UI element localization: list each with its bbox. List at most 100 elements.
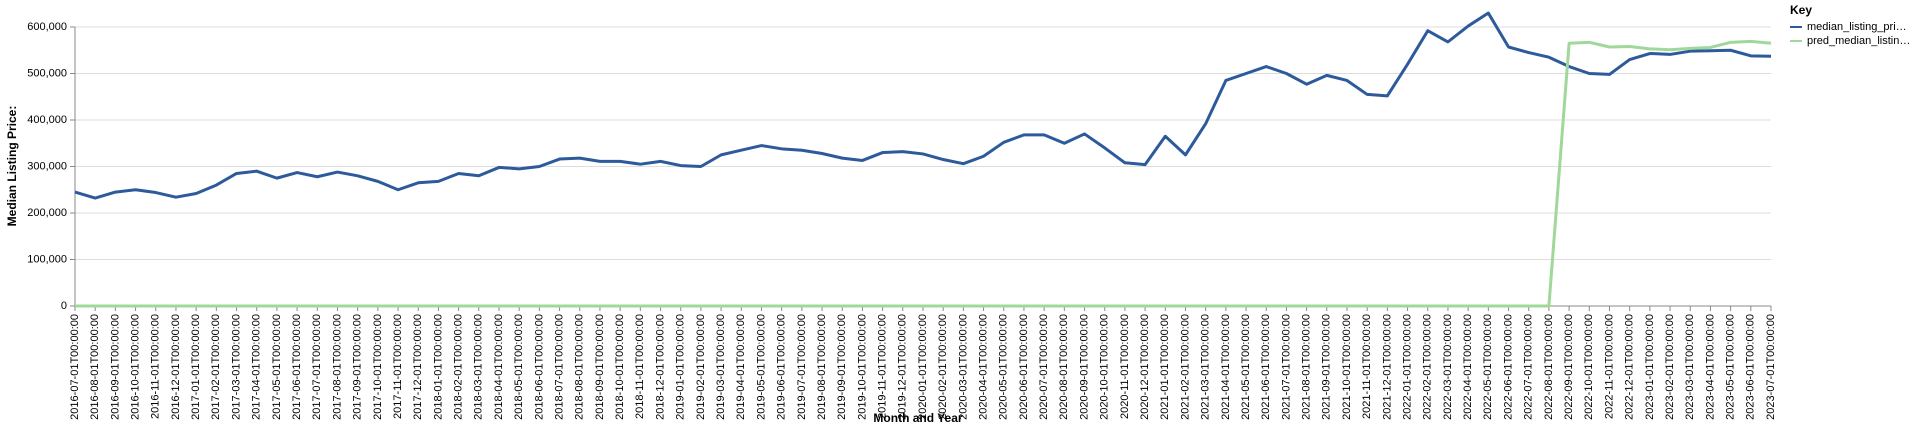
x-tick-label: 2018-12-01T00:00:00: [654, 314, 666, 420]
legend-label: median_listing_pri…: [1807, 21, 1907, 33]
x-tick-label: 2022-02-01T00:00:00: [1422, 314, 1434, 420]
x-tick-label: 2016-07-01T00:00:00: [69, 314, 81, 420]
x-tick-label: 2017-05-01T00:00:00: [271, 314, 283, 420]
x-tick-label: 2023-07-01T00:00:00: [1765, 314, 1777, 420]
x-tick-label: 2020-04-01T00:00:00: [977, 314, 989, 420]
y-tick-label: 200,000: [27, 207, 67, 219]
x-tick-label: 2020-10-01T00:00:00: [1099, 314, 1111, 420]
x-tick-label: 2022-11-01T00:00:00: [1603, 314, 1615, 419]
x-tick-label: 2023-05-01T00:00:00: [1725, 314, 1737, 420]
x-tick-label: 2021-03-01T00:00:00: [1200, 314, 1212, 420]
x-tick-label: 2021-06-01T00:00:00: [1260, 314, 1272, 420]
legend-label: pred_median_listin…: [1807, 35, 1910, 47]
y-tick-label: 400,000: [27, 114, 67, 126]
x-tick-label: 2023-01-01T00:00:00: [1644, 314, 1656, 420]
x-tick-label: 2019-03-01T00:00:00: [715, 314, 727, 420]
x-tick-label: 2022-01-01T00:00:00: [1401, 314, 1413, 420]
x-tick-label: 2020-05-01T00:00:00: [998, 314, 1010, 420]
legend-title: Key: [1790, 3, 1812, 17]
x-tick-label: 2018-06-01T00:00:00: [533, 314, 545, 420]
x-tick-label: 2016-09-01T00:00:00: [109, 314, 121, 420]
x-tick-label: 2021-09-01T00:00:00: [1321, 314, 1333, 420]
x-tick-label: 2020-02-01T00:00:00: [937, 314, 949, 420]
x-tick-label: 2019-05-01T00:00:00: [755, 314, 767, 420]
y-tick-label: 300,000: [27, 160, 67, 172]
series-line: [75, 39, 1772, 308]
x-tick-label: 2016-12-01T00:00:00: [170, 314, 182, 420]
x-tick-label: 2018-08-01T00:00:00: [574, 314, 586, 420]
x-tick-label: 2021-04-01T00:00:00: [1220, 314, 1232, 420]
series-line: [74, 11, 1772, 200]
x-tick-label: 2017-12-01T00:00:00: [412, 314, 424, 420]
x-tick-label: 2020-06-01T00:00:00: [1018, 314, 1030, 420]
y-tick-label: 500,000: [27, 67, 67, 79]
x-tick-label: 2017-03-01T00:00:00: [230, 314, 242, 420]
x-tick-label: 2018-02-01T00:00:00: [453, 314, 465, 420]
x-tick-label: 2019-11-01T00:00:00: [877, 314, 889, 419]
x-tick-label: 2019-12-01T00:00:00: [897, 314, 909, 420]
x-tick-label: 2019-04-01T00:00:00: [735, 314, 747, 420]
x-tick-label: 2016-10-01T00:00:00: [129, 314, 141, 420]
x-tick-label: 2020-09-01T00:00:00: [1078, 314, 1090, 420]
x-tick-label: 2017-04-01T00:00:00: [251, 314, 263, 420]
x-tick-label: 2023-06-01T00:00:00: [1745, 314, 1757, 420]
x-tick-label: 2018-10-01T00:00:00: [614, 314, 626, 420]
x-tick-label: 2017-06-01T00:00:00: [291, 314, 303, 420]
x-tick-label: 2018-07-01T00:00:00: [553, 314, 565, 420]
x-tick-label: 2023-04-01T00:00:00: [1704, 314, 1716, 420]
y-tick-label: 0: [61, 300, 67, 312]
x-tick-label: 2022-09-01T00:00:00: [1563, 314, 1575, 420]
y-tick-label: 100,000: [27, 253, 67, 265]
x-tick-label: 2017-09-01T00:00:00: [352, 314, 364, 420]
x-tick-label: 2018-09-01T00:00:00: [594, 314, 606, 420]
x-tick-label: 2016-11-01T00:00:00: [150, 314, 162, 419]
x-tick-label: 2017-02-01T00:00:00: [210, 314, 222, 420]
x-tick-label: 2020-03-01T00:00:00: [957, 314, 969, 420]
x-tick-label: 2019-09-01T00:00:00: [836, 314, 848, 420]
x-tick-label: 2019-01-01T00:00:00: [675, 314, 687, 420]
x-tick-label: 2016-08-01T00:00:00: [89, 314, 101, 420]
x-tick-label: 2018-11-01T00:00:00: [634, 314, 646, 419]
y-tick-label: 600,000: [27, 21, 67, 33]
y-axis-title: Median Listing Price:: [5, 106, 19, 227]
x-tick-label: 2017-07-01T00:00:00: [311, 314, 323, 420]
x-tick-label: 2022-07-01T00:00:00: [1523, 314, 1535, 420]
x-tick-label: 2021-07-01T00:00:00: [1280, 314, 1292, 420]
x-tick-label: 2019-08-01T00:00:00: [816, 314, 828, 420]
x-tick-label: 2017-11-01T00:00:00: [392, 314, 404, 419]
x-tick-label: 2021-01-01T00:00:00: [1159, 314, 1171, 420]
x-axis-title: Month and Year: [873, 411, 962, 425]
x-tick-label: 2022-06-01T00:00:00: [1502, 314, 1514, 420]
x-tick-label: 2021-02-01T00:00:00: [1179, 314, 1191, 420]
x-tick-label: 2023-02-01T00:00:00: [1664, 314, 1676, 420]
x-tick-label: 2021-05-01T00:00:00: [1240, 314, 1252, 420]
x-tick-label: 2018-03-01T00:00:00: [473, 314, 485, 420]
x-tick-label: 2019-02-01T00:00:00: [695, 314, 707, 420]
x-tick-label: 2021-08-01T00:00:00: [1301, 314, 1313, 420]
x-tick-label: 2021-11-01T00:00:00: [1361, 314, 1373, 419]
x-tick-label: 2022-08-01T00:00:00: [1543, 314, 1555, 420]
x-tick-label: 2019-10-01T00:00:00: [856, 314, 868, 420]
x-tick-label: 2017-10-01T00:00:00: [372, 314, 384, 420]
x-tick-label: 2021-12-01T00:00:00: [1381, 314, 1393, 420]
x-tick-label: 2020-11-01T00:00:00: [1119, 314, 1131, 419]
x-tick-label: 2019-06-01T00:00:00: [776, 314, 788, 420]
x-tick-label: 2018-04-01T00:00:00: [493, 314, 505, 420]
x-tick-label: 2020-07-01T00:00:00: [1038, 314, 1050, 420]
x-tick-label: 2017-01-01T00:00:00: [190, 314, 202, 420]
x-tick-label: 2022-12-01T00:00:00: [1624, 314, 1636, 420]
x-tick-label: 2021-10-01T00:00:00: [1341, 314, 1353, 420]
x-tick-label: 2022-04-01T00:00:00: [1462, 314, 1474, 420]
x-tick-label: 2018-05-01T00:00:00: [513, 314, 525, 420]
x-tick-label: 2019-07-01T00:00:00: [796, 314, 808, 420]
x-tick-label: 2020-08-01T00:00:00: [1058, 314, 1070, 420]
x-tick-label: 2018-01-01T00:00:00: [432, 314, 444, 420]
x-tick-label: 2020-12-01T00:00:00: [1139, 314, 1151, 420]
x-tick-label: 2023-03-01T00:00:00: [1684, 314, 1696, 420]
x-tick-label: 2017-08-01T00:00:00: [331, 314, 343, 420]
x-tick-label: 2020-01-01T00:00:00: [917, 314, 929, 420]
x-tick-label: 2022-03-01T00:00:00: [1442, 314, 1454, 420]
x-tick-label: 2022-05-01T00:00:00: [1482, 314, 1494, 420]
x-tick-label: 2022-10-01T00:00:00: [1583, 314, 1595, 420]
